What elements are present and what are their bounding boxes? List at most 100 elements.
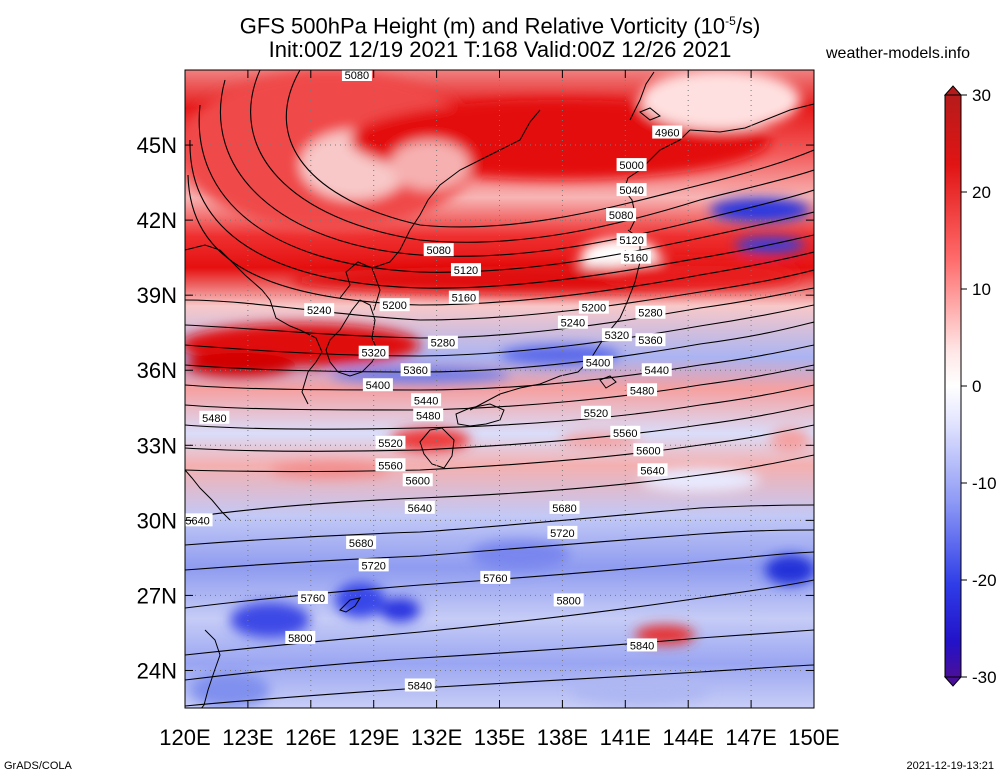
contour-value: 5840 (408, 680, 432, 692)
contour-label: 5280 (427, 335, 458, 350)
contour-value: 4960 (655, 128, 679, 140)
contour-label: 5840 (627, 638, 658, 652)
contour-value: 5400 (586, 358, 610, 370)
contour-label: 5640 (404, 500, 435, 515)
contour-label-bg (427, 335, 458, 349)
colorbar-bottom-arrow (943, 676, 963, 687)
contour-label: 5560 (610, 425, 641, 440)
software-credit: GrADS/COLA (4, 760, 72, 772)
colorbar-label: -20 (972, 571, 997, 590)
contour-label-bg (652, 125, 683, 139)
contour-value: 5480 (202, 413, 226, 425)
x-tick-label: 150E (788, 725, 839, 750)
contour-label: 5520 (580, 405, 611, 420)
colorbar-label: -10 (972, 474, 997, 493)
x-tick-label: 147E (725, 725, 776, 750)
x-tick-label: 135E (474, 725, 525, 750)
contour-value: 5600 (405, 475, 429, 487)
contour-value: 5840 (630, 640, 654, 652)
contour-label: 5640 (637, 463, 668, 477)
chart-subtitle: Init:00Z 12/19 2021 T:168 Valid:00Z 12/2… (268, 37, 732, 62)
contour-label-bg (480, 570, 511, 584)
contour-label-bg (341, 68, 372, 82)
contour-label-bg (362, 378, 393, 392)
contour-label: 5440 (641, 363, 672, 377)
contour-value: 5280 (638, 308, 662, 320)
contour-value: 5240 (561, 318, 585, 330)
y-tick-label: 33N (137, 433, 177, 458)
colorbar-label: 10 (972, 280, 991, 299)
contour-label: 5760 (297, 590, 328, 605)
contour-value: 5720 (361, 560, 385, 572)
contour-labels: 4960 5000 5040 5080 5080 5080 5120 5120 5160 5160… (182, 68, 683, 692)
contour-label-bg (637, 463, 668, 477)
contour-label: 5200 (379, 298, 410, 312)
contour-label-bg (606, 208, 637, 222)
contour-label-bg (616, 158, 647, 172)
contour-label-bg (601, 328, 632, 342)
contour-label: 5600 (633, 443, 664, 457)
contour-value: 5200 (582, 303, 606, 315)
contour-value: 5320 (605, 330, 629, 342)
contour-value: 5760 (483, 573, 507, 585)
contour-label: 5840 (404, 678, 435, 692)
contour-value: 5640 (408, 503, 432, 515)
contour-value: 5480 (416, 410, 440, 422)
y-axis: 24N 27N 30N 33N 36N 39N 42N 45N (137, 133, 814, 683)
contour-value: 5480 (630, 385, 654, 397)
contour-value: 5080 (345, 70, 369, 82)
colorbar-scale (944, 94, 962, 678)
x-tick-label: 120E (159, 725, 210, 750)
contour-label-bg (375, 458, 406, 472)
contour-label: 5080 (341, 68, 372, 82)
x-axis: 120E 123E 126E 129E 132E 135E 138E 141E 144E 147E… (159, 70, 840, 750)
contour-value: 5680 (349, 538, 373, 550)
contour-value: 5720 (550, 528, 574, 540)
contour-label-bg (182, 513, 213, 527)
contour-label: 5480 (413, 408, 444, 422)
contour-label: 5600 (402, 473, 433, 487)
contour-label: 5240 (557, 315, 588, 330)
contour-label-bg (199, 410, 230, 424)
contour-value: 5080 (609, 210, 633, 222)
contour-label-bg (580, 405, 611, 419)
x-tick-label: 129E (348, 725, 399, 750)
site-credit: weather-models.info (826, 45, 971, 62)
contour-label-bg (346, 535, 377, 549)
contour-label-bg (616, 233, 647, 247)
contour-value: 5760 (301, 593, 325, 605)
contour-label: 5680 (346, 535, 377, 550)
contour-value: 5120 (454, 265, 478, 277)
contour-label-bg (641, 363, 672, 377)
contour-value: 5360 (638, 335, 662, 347)
contour-label: 5560 (375, 458, 406, 472)
x-tick-label: 123E (222, 725, 273, 750)
contour-label-bg (583, 355, 614, 369)
contour-value: 5320 (361, 348, 385, 360)
contour-value: 5160 (452, 293, 476, 305)
contour-label-bg (620, 250, 651, 264)
x-tick-label: 138E (537, 725, 588, 750)
y-tick-label: 36N (137, 358, 177, 383)
contour-label: 5320 (601, 328, 632, 342)
contour-label: 5400 (583, 355, 614, 370)
contour-label-bg (404, 500, 435, 514)
chart-title: GFS 500hPa Height (m) and Relative Vorti… (239, 13, 761, 39)
contour-value: 5440 (414, 395, 438, 407)
contour-value: 5600 (636, 445, 660, 457)
y-tick-label: 42N (137, 208, 177, 233)
contour-label-bg (358, 345, 389, 359)
contour-label: 5760 (480, 570, 511, 585)
contour-value: 5000 (619, 160, 643, 172)
contour-label-bg (557, 315, 588, 329)
contour-label: 5120 (616, 233, 647, 247)
y-tick-label: 24N (137, 658, 177, 683)
contour-value: 5360 (403, 365, 427, 377)
contour-label: 5440 (411, 393, 442, 407)
y-tick-label: 27N (137, 583, 177, 608)
y-tick-label: 39N (137, 283, 177, 308)
timestamp: 2021-12-19-13:21 (906, 760, 994, 772)
contour-label-bg (549, 500, 580, 514)
contour-value: 5280 (431, 338, 455, 350)
